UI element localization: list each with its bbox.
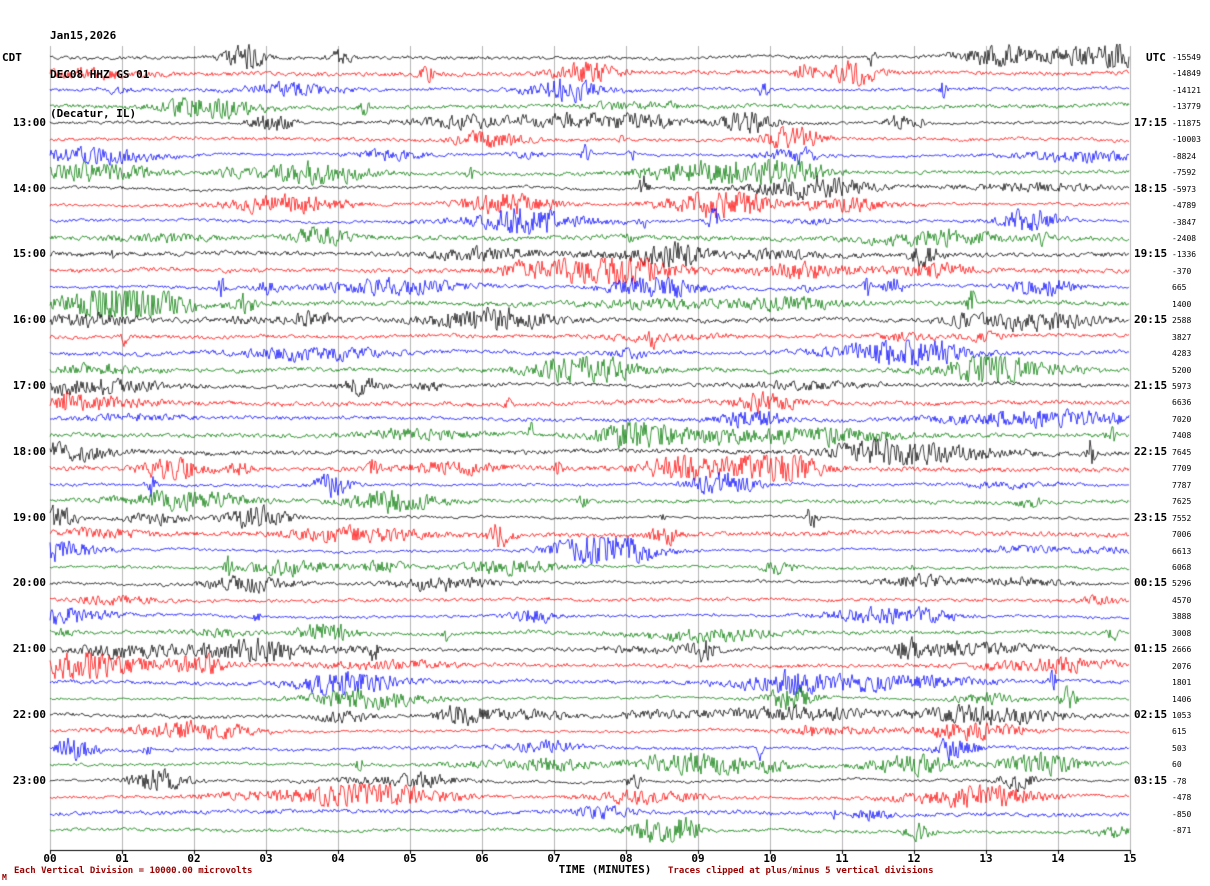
x-tick-label: 15	[1123, 852, 1137, 865]
trace-offset-value: -11875	[1172, 118, 1201, 128]
right-time-label: 01:15	[1134, 642, 1168, 656]
footer-clip-note: Traces clipped at plus/minus 5 vertical …	[668, 866, 934, 876]
right-time-label: 22:15	[1134, 444, 1168, 458]
corner-mark: M	[2, 873, 7, 882]
trace-offset-value: 6636	[1172, 398, 1192, 408]
x-tick-label: 08	[619, 852, 633, 865]
title-station: DEC08 HHZ GS 01	[50, 68, 150, 81]
left-time-label: 15:00	[12, 247, 46, 261]
trace-offset-value: -5973	[1172, 184, 1197, 194]
x-tick-label: 06	[475, 852, 489, 865]
trace-offset-value: 2076	[1172, 661, 1192, 671]
left-time-label: 21:00	[12, 642, 46, 656]
right-time-label: 20:15	[1134, 313, 1168, 327]
trace-offset-value: 7787	[1172, 480, 1192, 490]
trace-offset-value: 2588	[1172, 316, 1192, 326]
left-time-label: 18:00	[12, 444, 46, 458]
trace-offset-value: 3008	[1172, 628, 1192, 638]
trace-offset-value: -10003	[1172, 135, 1201, 145]
trace-offset-value: 615	[1172, 727, 1187, 737]
trace-offset-value: -13779	[1172, 102, 1201, 112]
trace-offset-value: 3827	[1172, 332, 1192, 342]
trace-offset-value: -4789	[1172, 201, 1197, 211]
x-tick-label: 12	[907, 852, 921, 865]
trace-offset-value: -2408	[1172, 233, 1197, 243]
trace-offset-value: -14849	[1172, 69, 1201, 79]
trace-offset-value: -3847	[1172, 217, 1197, 227]
plot-title: Jan15,2026 DEC08 HHZ GS 01 (Decatur, IL)	[50, 3, 149, 146]
trace-offset-value: 5296	[1172, 579, 1192, 589]
right-time-label: 18:15	[1134, 181, 1168, 195]
trace-offset-value: -78	[1172, 776, 1187, 786]
left-time-label: 13:00	[12, 115, 46, 129]
trace-offset-value: 60	[1172, 760, 1182, 770]
trace-offset-value: 503	[1172, 743, 1187, 753]
x-tick-label: 11	[835, 852, 849, 865]
right-time-label: 02:15	[1134, 708, 1168, 721]
trace-offset-value: 4570	[1172, 595, 1192, 605]
x-tick-label: 10	[763, 852, 777, 865]
right-time-label: 03:15	[1134, 773, 1168, 787]
right-time-label: 23:15	[1134, 510, 1168, 524]
left-timezone-label: CDT	[2, 51, 22, 64]
trace-offset-value: 665	[1172, 283, 1187, 293]
left-time-label: 16:00	[12, 313, 46, 327]
left-time-label: 19:00	[12, 510, 46, 524]
trace-offset-value: 7645	[1172, 447, 1192, 457]
right-time-label: 19:15	[1134, 247, 1168, 261]
left-time-label: 20:00	[12, 576, 46, 590]
trace-offset-value: 7709	[1172, 464, 1192, 474]
trace-offset-value: -850	[1172, 809, 1192, 819]
trace-offset-value: 7408	[1172, 431, 1192, 441]
left-time-label: 23:00	[12, 773, 46, 787]
trace-offset-value: 6068	[1172, 562, 1192, 572]
trace-offset-value: 1406	[1172, 694, 1192, 704]
x-tick-label: 03	[259, 852, 273, 865]
trace-offset-value: 7552	[1172, 513, 1192, 523]
trace-offset-value: 1400	[1172, 299, 1192, 309]
right-time-label: 00:15	[1134, 576, 1168, 590]
x-tick-label: 02	[187, 852, 201, 865]
trace-offset-value: 7625	[1172, 497, 1192, 507]
x-tick-label: 00	[43, 852, 57, 865]
trace-offset-value: 1801	[1172, 678, 1192, 688]
x-tick-label: 07	[547, 852, 561, 865]
trace-offset-value: 6613	[1172, 546, 1192, 556]
trace-offset-value: -15549	[1172, 53, 1201, 62]
left-time-label: 22:00	[12, 708, 46, 721]
right-time-label: 17:15	[1134, 115, 1168, 129]
trace-offset-value: -871	[1172, 826, 1192, 836]
trace-offset-value: -14121	[1172, 85, 1201, 95]
title-date: Jan15,2026	[50, 29, 117, 42]
x-tick-label: 09	[691, 852, 705, 865]
trace-offset-value: -8824	[1172, 151, 1197, 161]
trace-offset-value: -370	[1172, 266, 1192, 276]
trace-offset-value: 5973	[1172, 382, 1192, 391]
trace-offset-value: 5200	[1172, 365, 1192, 375]
trace-offset-value: 4283	[1172, 349, 1192, 359]
trace-offset-value: -478	[1172, 793, 1192, 803]
x-tick-label: 14	[1051, 852, 1065, 865]
x-tick-label: 01	[115, 852, 129, 865]
footer-scale-note: Each Vertical Division = 10000.00 microv…	[14, 866, 253, 876]
x-axis-title: TIME (MINUTES)	[558, 863, 652, 876]
trace-offset-value: 1053	[1172, 711, 1192, 720]
right-time-label: 21:15	[1134, 379, 1168, 392]
trace-offset-value: 3888	[1172, 612, 1192, 622]
left-time-label: 14:00	[12, 181, 46, 195]
trace-offset-value: 2666	[1172, 645, 1192, 655]
left-time-label: 17:00	[12, 379, 46, 392]
title-location: (Decatur, IL)	[50, 107, 137, 120]
x-tick-label: 13	[979, 852, 993, 865]
trace-offset-value: 7020	[1172, 414, 1192, 424]
x-tick-label: 05	[403, 852, 417, 865]
x-tick-label: 04	[331, 852, 345, 865]
trace-offset-value: 7006	[1172, 530, 1192, 540]
right-timezone-label: UTC	[1146, 51, 1166, 64]
trace-offset-value: -1336	[1172, 250, 1197, 260]
trace-offset-value: -7592	[1172, 168, 1197, 178]
